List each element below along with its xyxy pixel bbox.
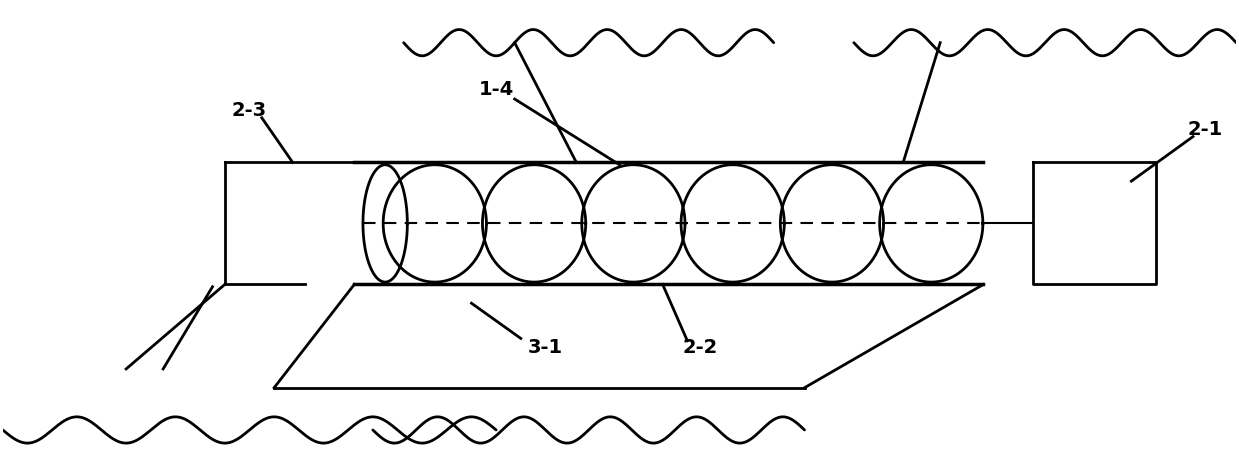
Text: 2-3: 2-3 [232, 101, 268, 120]
Text: 1-4: 1-4 [478, 80, 514, 99]
Text: 3-1: 3-1 [528, 338, 563, 357]
Text: 2-1: 2-1 [1188, 120, 1223, 139]
Text: 2-2: 2-2 [681, 338, 717, 357]
